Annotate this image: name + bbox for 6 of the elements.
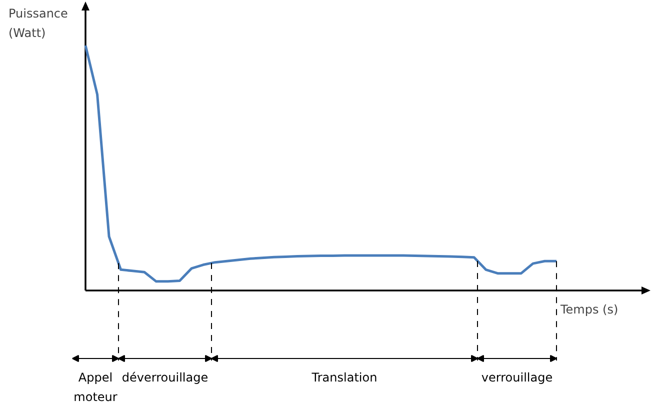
x-axis-title: Temps (s) bbox=[560, 302, 618, 316]
text: verrouillage bbox=[481, 370, 553, 384]
text: déverrouillage bbox=[122, 370, 208, 384]
text: Translation bbox=[310, 370, 378, 384]
text: Appel moteur bbox=[74, 370, 118, 402]
y-axis-title: Puissance (Watt) bbox=[8, 6, 68, 40]
